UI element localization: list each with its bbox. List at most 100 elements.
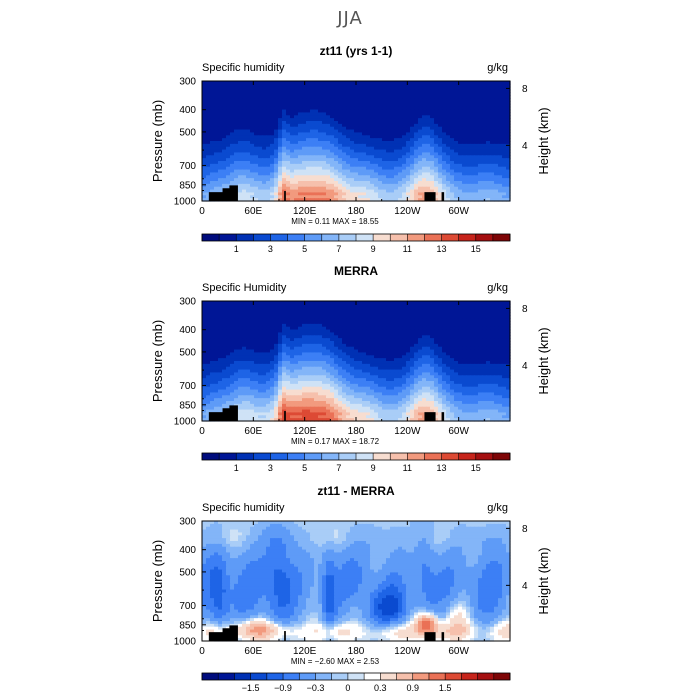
heatmap-cell [246, 112, 251, 116]
heatmap-cell [342, 186, 347, 191]
heatmap-cell [426, 109, 431, 114]
heatmap-cell [230, 112, 235, 116]
heatmap-cell [234, 81, 239, 85]
heatmap-cell [418, 195, 423, 199]
heatmap-cell [446, 343, 451, 348]
heatmap-cell [462, 343, 467, 348]
heatmap-cell [470, 86, 475, 91]
heatmap-cell [450, 141, 455, 145]
heatmap-cell [278, 112, 283, 116]
heatmap-cell [270, 355, 275, 359]
heatmap-cell [486, 155, 491, 159]
heatmap-cell [434, 318, 439, 322]
heatmap-cell [422, 115, 427, 119]
heatmap-cell [402, 332, 407, 336]
heatmap-cell [410, 303, 415, 308]
heatmap-cell [450, 192, 455, 196]
heatmap-cell [222, 106, 227, 111]
heatmap-cell [306, 86, 311, 91]
heatmap-cell [278, 358, 283, 362]
heatmap-cell [330, 329, 335, 334]
heatmap-cell [242, 303, 247, 308]
heatmap-cell [362, 301, 367, 305]
heatmap-cell [218, 123, 223, 128]
heatmap-cell [386, 146, 391, 151]
heatmap-cell [266, 123, 271, 128]
heatmap-cell [466, 175, 471, 179]
heatmap-cell [330, 172, 335, 176]
heatmap-cell [478, 89, 483, 94]
heatmap-cell [422, 158, 427, 162]
heatmap-cell [362, 129, 367, 134]
heatmap-cell [466, 132, 471, 136]
heatmap-cell [374, 86, 379, 91]
heatmap-cell [398, 158, 403, 162]
heatmap-cell [290, 112, 295, 116]
heatmap-cell [426, 95, 431, 99]
heatmap-cell [294, 129, 299, 134]
heatmap-cell [282, 112, 287, 116]
heatmap-cell [410, 118, 415, 122]
heatmap-cell [254, 349, 259, 354]
heatmap-cell [214, 129, 219, 134]
heatmap-cell [506, 346, 511, 351]
heatmap-cell [270, 166, 275, 171]
heatmap-cell [242, 112, 247, 116]
heatmap-cell [334, 338, 339, 342]
heatmap-cell [362, 346, 367, 351]
heatmap-cell [270, 106, 275, 111]
heatmap-cell [342, 303, 347, 308]
heatmap-cell [250, 109, 255, 114]
panel-title: zt11 (yrs 1-1) [320, 44, 393, 58]
heatmap-cell [290, 175, 295, 179]
heatmap-cell [490, 83, 495, 88]
heatmap-cell [206, 178, 211, 182]
heatmap-cell [238, 183, 243, 188]
heatmap-cell [470, 121, 475, 125]
heatmap-cell [478, 332, 483, 336]
heatmap-cell [418, 132, 423, 136]
heatmap-cell [482, 109, 487, 114]
heatmap-cell [202, 129, 207, 134]
heatmap-cell [462, 318, 467, 322]
heatmap-cell [222, 358, 227, 362]
heatmap-cell [270, 172, 275, 176]
heatmap-cell [446, 172, 451, 176]
heatmap-cell [274, 181, 279, 185]
heatmap-cell [362, 95, 367, 99]
heatmap-cell [226, 175, 231, 179]
heatmap-cell [358, 178, 363, 182]
heatmap-cell [462, 346, 467, 351]
heatmap-cell [506, 132, 511, 136]
heatmap-cell [338, 118, 343, 122]
heatmap-cell [358, 195, 363, 199]
heatmap-cell [374, 338, 379, 342]
heatmap-cell [466, 181, 471, 185]
heatmap-cell [502, 326, 507, 331]
heatmap-cell [366, 189, 371, 194]
heatmap-cell [254, 92, 259, 96]
heatmap-cell [498, 109, 503, 114]
heatmap-cell [406, 189, 411, 194]
heatmap-cell [254, 343, 259, 348]
heatmap-cell [342, 135, 347, 139]
heatmap-cell [454, 332, 459, 336]
heatmap-cell [494, 172, 499, 176]
heatmap-cell [222, 169, 227, 174]
heatmap-cell [334, 189, 339, 194]
heatmap-cell [330, 309, 335, 314]
heatmap-cell [342, 126, 347, 131]
heatmap-cell [458, 189, 463, 194]
heatmap-cell [214, 189, 219, 194]
heatmap-cell [418, 115, 423, 119]
heatmap-cell [450, 326, 455, 331]
heatmap-cell [382, 309, 387, 314]
heatmap-cell [470, 101, 475, 105]
heatmap-cell [414, 323, 419, 328]
heatmap-cell [374, 335, 379, 339]
heatmap-cell [362, 132, 367, 136]
colorbar-swatch [407, 234, 425, 241]
heatmap-cell [234, 309, 239, 314]
heatmap-cell [306, 198, 311, 202]
heatmap-cell [450, 303, 455, 308]
